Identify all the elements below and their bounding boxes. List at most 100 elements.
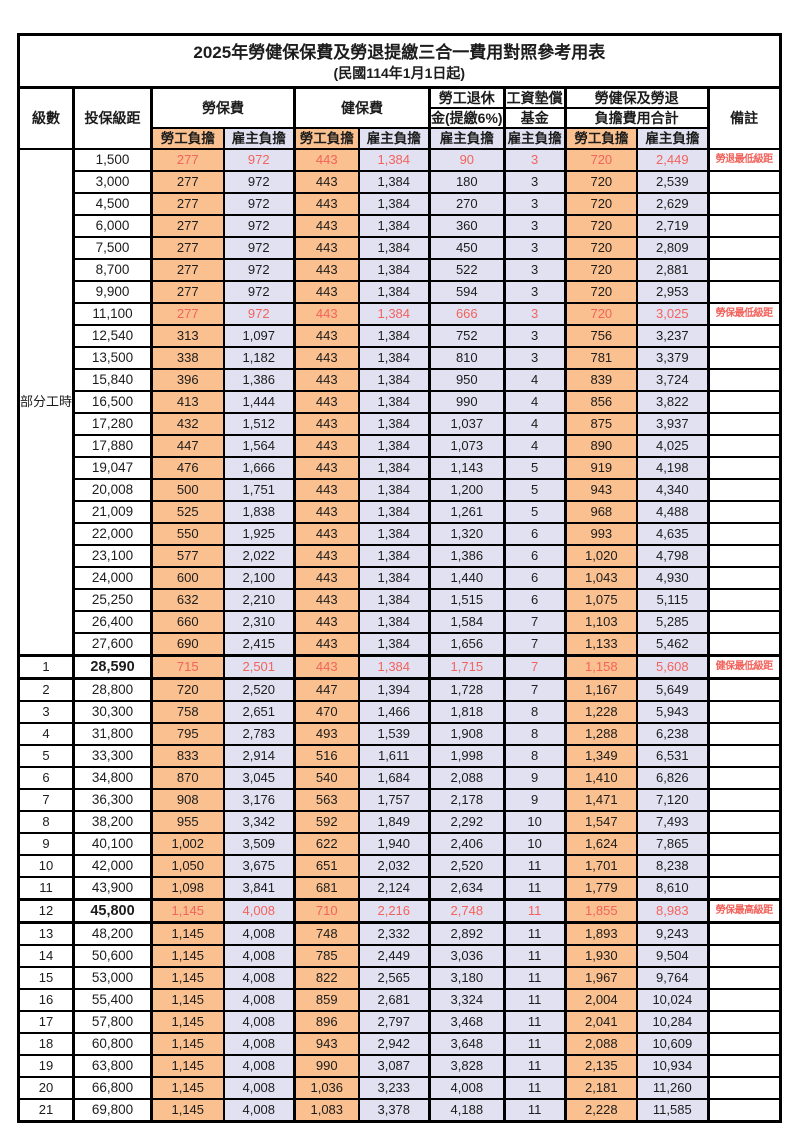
labor-employer-cell: 2,914 — [222, 744, 296, 768]
health-employee-cell: 651 — [293, 854, 360, 878]
total-employee-cell: 1,075 — [563, 588, 639, 612]
total-employee-cell: 1,930 — [563, 944, 639, 968]
labor-employee-cell: 1,145 — [150, 1032, 225, 1056]
bracket-cell: 53,000 — [72, 966, 153, 990]
total-employer-cell: 7,493 — [636, 810, 710, 834]
labor-employer-cell: 1,751 — [222, 478, 296, 502]
pension-employer-cell: 270 — [428, 192, 506, 216]
wage-fund-employer-cell: 3 — [502, 346, 567, 370]
level-cell: 3 — [17, 700, 75, 724]
reference-table-sheet: 2025年勞健保保費及勞退提繳三合一費用對照參考用表 (民國114年1月1日起)… — [17, 33, 782, 1123]
pension-employer-cell: 1,073 — [428, 434, 506, 458]
health-employer-cell: 2,942 — [357, 1032, 431, 1056]
total-employer-cell: 9,764 — [636, 966, 710, 990]
health-employee-cell: 443 — [293, 214, 360, 238]
wage-fund-employer-cell: 8 — [502, 700, 567, 724]
total-employer-cell: 5,462 — [636, 632, 710, 657]
table-row: 26,400 660 2,310 443 1,384 1,584 7 1,103 5,285 — [19, 610, 782, 634]
remark-cell — [706, 368, 782, 392]
wage-fund-employer-cell: 6 — [502, 544, 567, 568]
health-employee-cell: 443 — [293, 390, 360, 414]
health-employee-cell: 493 — [293, 722, 360, 746]
col-header-bracket: 投保級距 — [72, 86, 153, 150]
health-employee-cell: 443 — [293, 500, 360, 524]
bracket-cell: 12,540 — [72, 324, 153, 348]
pension-employer-cell: 950 — [428, 368, 506, 392]
col-header-total-line2: 負擔費用合計 — [563, 107, 710, 129]
total-employer-cell: 6,826 — [636, 766, 710, 790]
labor-employee-cell: 1,145 — [150, 921, 225, 946]
total-employee-cell: 2,041 — [563, 1010, 639, 1034]
total-employee-cell: 919 — [563, 456, 639, 480]
total-employee-cell: 1,547 — [563, 810, 639, 834]
remark-cell — [706, 1054, 782, 1078]
labor-employer-cell: 972 — [222, 214, 296, 238]
total-employee-cell: 890 — [563, 434, 639, 458]
pension-employer-cell: 1,818 — [428, 700, 506, 724]
labor-employee-cell: 758 — [150, 700, 225, 724]
health-employer-cell: 1,757 — [357, 788, 431, 812]
labor-employee-cell: 447 — [150, 434, 225, 458]
bracket-cell: 55,400 — [72, 988, 153, 1012]
health-employee-cell: 516 — [293, 744, 360, 768]
remark-cell — [706, 988, 782, 1012]
health-employer-cell: 1,384 — [357, 214, 431, 238]
total-employee-cell: 720 — [563, 258, 639, 282]
remark-cell — [706, 700, 782, 724]
bracket-cell: 38,200 — [72, 810, 153, 834]
labor-employee-cell: 432 — [150, 412, 225, 436]
labor-employee-cell: 1,145 — [150, 1010, 225, 1034]
labor-employee-cell: 1,145 — [150, 988, 225, 1012]
labor-employer-cell: 4,008 — [222, 944, 296, 968]
health-employer-cell: 2,124 — [357, 876, 431, 901]
health-employer-cell: 1,384 — [357, 478, 431, 502]
pension-employer-cell: 810 — [428, 346, 506, 370]
bracket-cell: 60,800 — [72, 1032, 153, 1056]
remark-cell: 勞退最低級距 — [706, 148, 782, 172]
total-employer-cell: 5,115 — [636, 588, 710, 612]
labor-employer-cell: 1,444 — [222, 390, 296, 414]
table-row: 3,000 277 972 443 1,384 180 3 720 2,539 — [19, 170, 782, 194]
remark-cell — [706, 677, 782, 702]
labor-employer-cell: 1,097 — [222, 324, 296, 348]
table-row: 17,280 432 1,512 443 1,384 1,037 4 875 3,937 — [19, 412, 782, 436]
labor-employer-cell: 972 — [222, 302, 296, 326]
health-employee-cell: 859 — [293, 988, 360, 1012]
subheader-total-employer: 雇主負擔 — [636, 127, 710, 150]
pension-employer-cell: 2,088 — [428, 766, 506, 790]
total-employer-cell: 5,649 — [636, 677, 710, 702]
pension-employer-cell: 1,200 — [428, 478, 506, 502]
bracket-cell: 1,500 — [72, 148, 153, 172]
total-employee-cell: 720 — [563, 148, 639, 172]
bracket-cell: 26,400 — [72, 610, 153, 634]
col-header-wage-fund-line2: 基金 — [502, 107, 567, 129]
health-employee-cell: 443 — [293, 236, 360, 260]
health-employee-cell: 990 — [293, 1054, 360, 1078]
table-row: 2 28,800 720 2,520 447 1,394 1,728 7 1,167 5,649 — [17, 677, 782, 702]
health-employer-cell: 2,681 — [357, 988, 431, 1012]
bracket-cell: 8,700 — [72, 258, 153, 282]
health-employee-cell: 443 — [293, 588, 360, 612]
labor-employee-cell: 1,145 — [150, 1098, 225, 1123]
total-employee-cell: 2,004 — [563, 988, 639, 1012]
table-body: 部分工時 1,500 277 972 443 1,384 90 3 720 2,449 勞退最低級距… — [17, 148, 782, 1123]
pension-employer-cell: 990 — [428, 390, 506, 414]
pension-employer-cell: 666 — [428, 302, 506, 326]
title-cell: 2025年勞健保保費及勞退提繳三合一費用對照參考用表 (民國114年1月1日起) — [17, 33, 782, 89]
health-employee-cell: 443 — [293, 280, 360, 304]
total-employee-cell: 1,158 — [563, 654, 639, 680]
total-employee-cell: 1,167 — [563, 677, 639, 702]
remark-cell — [706, 346, 782, 370]
health-employer-cell: 1,384 — [357, 170, 431, 194]
pension-employer-cell: 1,515 — [428, 588, 506, 612]
wage-fund-employer-cell: 4 — [502, 390, 567, 414]
bracket-cell: 21,009 — [72, 500, 153, 524]
health-employer-cell: 2,216 — [357, 898, 431, 924]
table-row: 19,047 476 1,666 443 1,384 1,143 5 919 4,198 — [19, 456, 782, 480]
bracket-cell: 17,880 — [72, 434, 153, 458]
labor-employer-cell: 1,925 — [222, 522, 296, 546]
pension-employer-cell: 180 — [428, 170, 506, 194]
health-employee-cell: 443 — [293, 346, 360, 370]
table-row: 9,900 277 972 443 1,384 594 3 720 2,953 — [19, 280, 782, 304]
health-employer-cell: 1,384 — [357, 434, 431, 458]
